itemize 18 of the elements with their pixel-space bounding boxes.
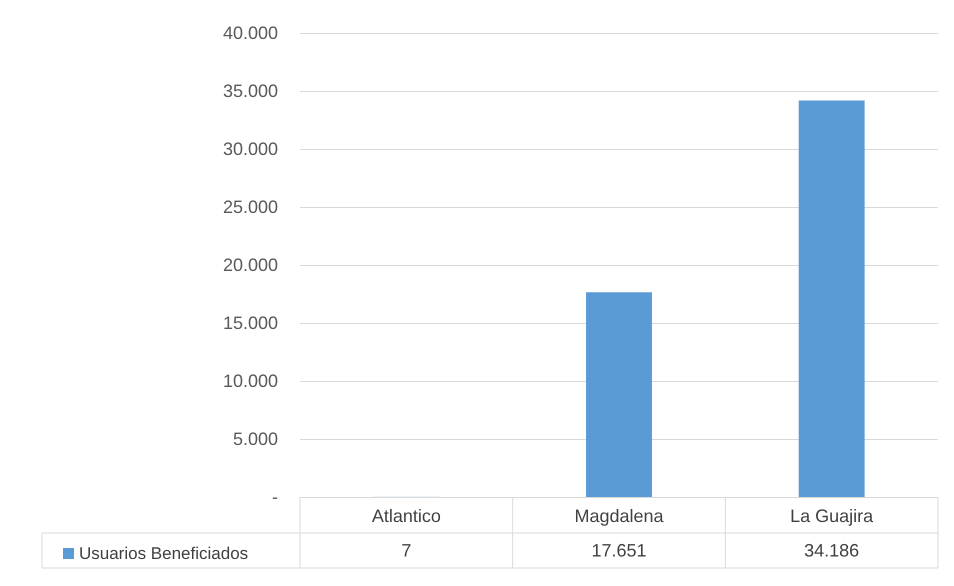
x-tick-label: La Guajira (790, 506, 874, 526)
y-tick-label: 40.000 (222, 23, 278, 43)
x-tick-label: Magdalena (574, 506, 665, 526)
y-tick-label: 30.000 (222, 139, 278, 159)
data-label: 34.186 (804, 540, 860, 560)
x-tick-label: Atlantico (372, 506, 441, 526)
y-tick-label: 15.000 (222, 313, 278, 333)
bar (798, 100, 865, 497)
y-tick-label: - (272, 487, 278, 507)
y-tick-label: 10.000 (222, 371, 278, 391)
y-tick-label: 5.000 (232, 429, 278, 449)
bar (586, 292, 652, 497)
data-label: 17.651 (591, 540, 647, 560)
legend-label: Usuarios Beneficiados (79, 544, 248, 563)
y-tick-label: 25.000 (222, 197, 278, 217)
y-tick-label: 20.000 (222, 255, 278, 275)
data-label: 7 (401, 540, 412, 560)
y-tick-label: 35.000 (222, 81, 278, 101)
